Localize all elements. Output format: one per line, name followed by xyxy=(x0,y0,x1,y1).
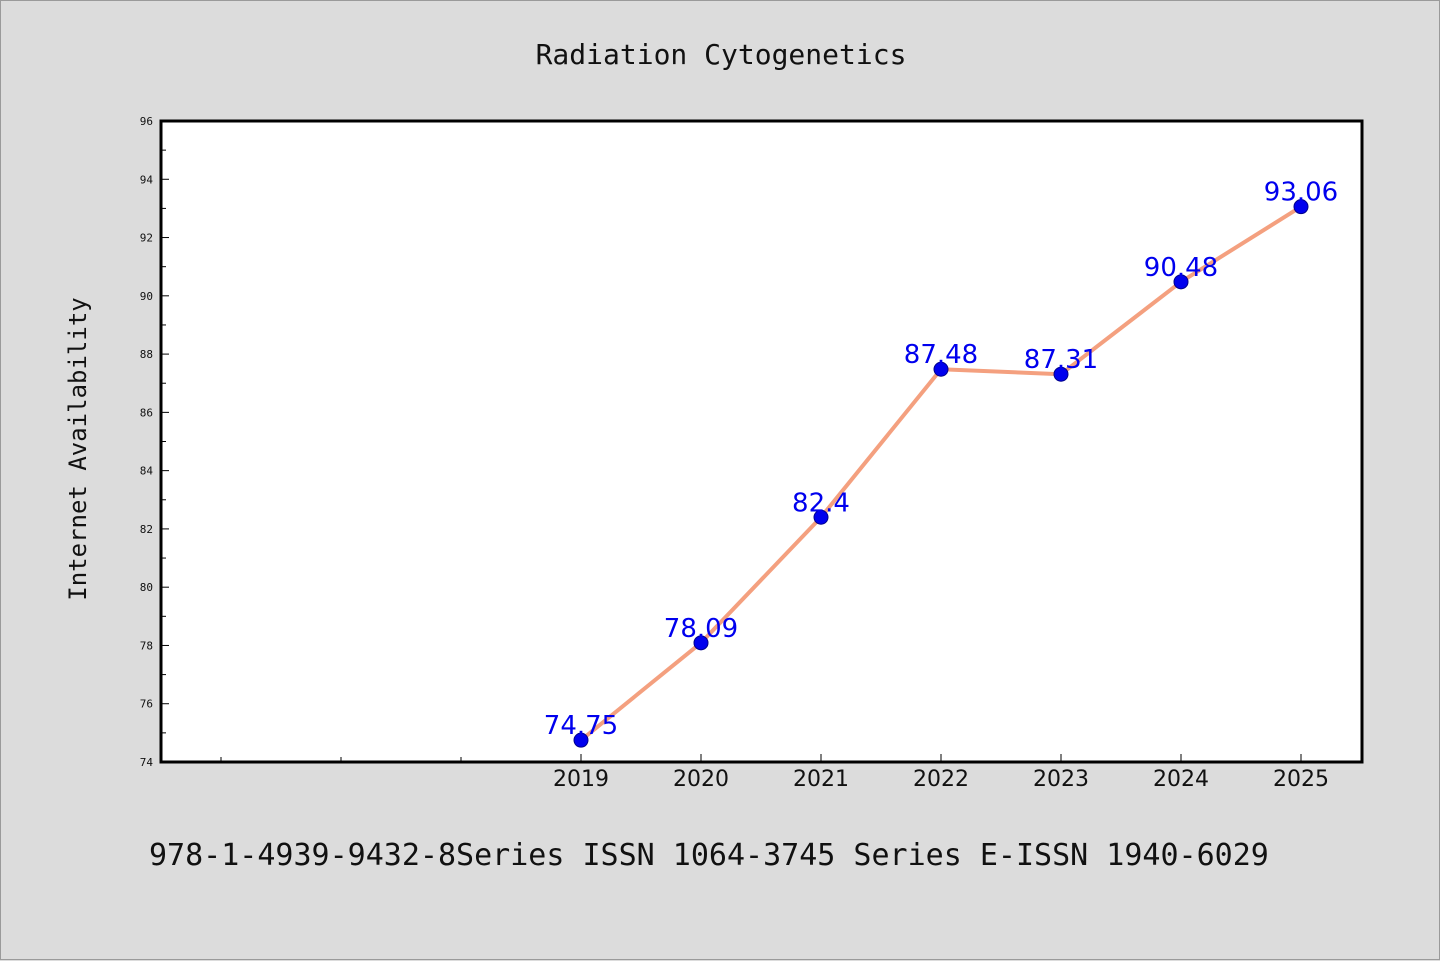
data-point xyxy=(1293,199,1309,215)
data-point xyxy=(933,361,949,377)
x-tick-label: 2019 xyxy=(553,767,609,792)
y-tick-label: 84 xyxy=(140,465,154,478)
x-tick-label: 2023 xyxy=(1033,767,1089,792)
chart-title: Radiation Cytogenetics xyxy=(536,38,907,71)
data-label: 93.06 xyxy=(1264,178,1338,208)
markers-group xyxy=(573,199,1309,748)
data-labels-group: 74.75 78.09 82.4 87.48 87.31 90.48 93.06 xyxy=(544,178,1338,741)
y-tick-label: 76 xyxy=(140,698,153,711)
data-point xyxy=(573,732,589,748)
x-tick-label: 2025 xyxy=(1273,767,1329,792)
data-point xyxy=(693,635,709,651)
y-tick-label: 80 xyxy=(140,581,153,594)
data-label: 90.48 xyxy=(1144,253,1218,283)
x-tick-label: 2022 xyxy=(913,767,969,792)
data-label: 87.48 xyxy=(904,340,978,370)
y-tick-label: 88 xyxy=(140,348,153,361)
y-tick-label: 74 xyxy=(140,756,154,769)
x-tick-label: 2021 xyxy=(793,767,849,792)
x-tick-label: 2024 xyxy=(1153,767,1209,792)
data-label: 82.4 xyxy=(792,488,850,518)
y-axis: 74 76 78 80 82 84 86 88 90 92 94 96 xyxy=(140,115,169,769)
x-axis: 2019 2020 2021 2022 2023 2024 2025 xyxy=(220,754,1329,792)
y-tick-label: 94 xyxy=(140,173,154,186)
data-point xyxy=(1173,274,1189,290)
y-tick-label: 90 xyxy=(140,290,153,303)
data-label: 87.31 xyxy=(1024,345,1098,375)
x-tick-label: 2020 xyxy=(673,767,729,792)
y-tick-label: 96 xyxy=(140,115,153,128)
y-tick-label: 82 xyxy=(140,523,153,536)
data-point xyxy=(813,509,829,525)
data-label: 78.09 xyxy=(664,614,738,644)
plot-area xyxy=(159,119,1364,764)
y-tick-label: 86 xyxy=(140,406,153,419)
y-tick-label: 78 xyxy=(140,639,153,652)
y-tick-label: 92 xyxy=(140,232,153,245)
data-point xyxy=(1053,366,1069,382)
footer-text: 978-1-4939-9432-8Series ISSN 1064-3745 S… xyxy=(149,838,1269,873)
data-label: 74.75 xyxy=(544,711,618,741)
y-axis-label: Internet Availability xyxy=(64,297,92,600)
